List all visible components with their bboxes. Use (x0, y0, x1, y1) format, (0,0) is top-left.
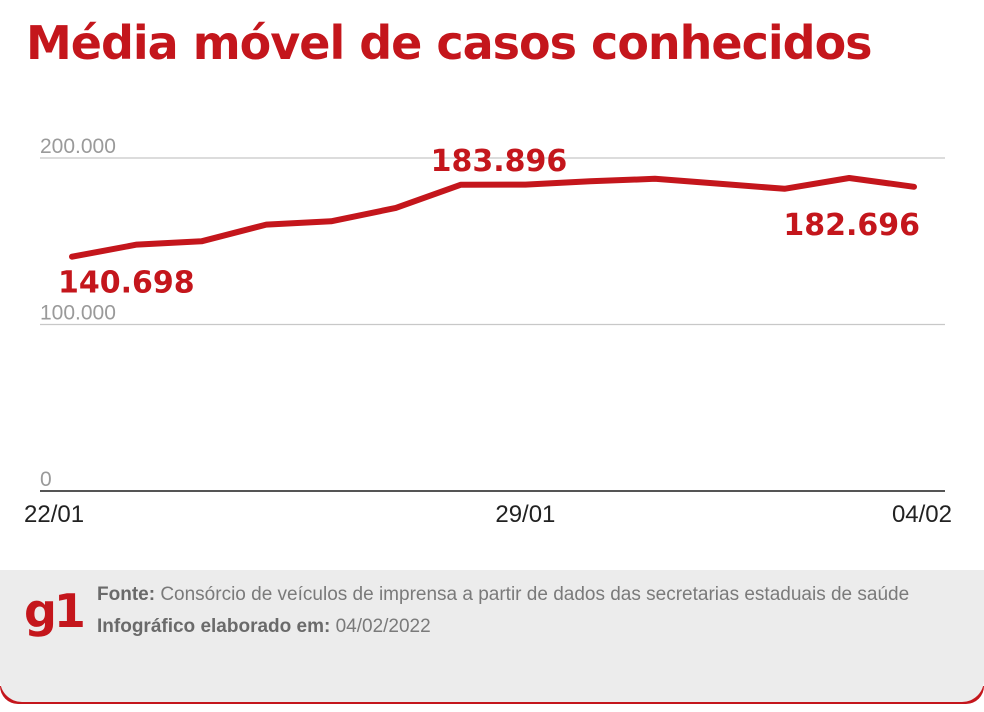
date-label: Infográfico elaborado em: (97, 616, 331, 637)
data-label: 183.896 (431, 144, 568, 179)
date-text: 04/02/2022 (335, 616, 431, 637)
data-label: 182.696 (783, 208, 920, 243)
x-tick-label: 04/02 (892, 501, 952, 528)
data-label: 140.698 (58, 266, 195, 301)
x-tick-label: 22/01 (24, 501, 84, 528)
source-label: Fonte: (97, 584, 156, 605)
footer-panel (0, 570, 984, 702)
line-chart: 200.000 100.000 0 22/01 29/01 04/02 140.698 1… (24, 135, 952, 528)
chart-title: Média móvel de casos conhecidos (26, 16, 873, 70)
source-text: Consórcio de veículos de imprensa a part… (160, 584, 910, 605)
y-tick-label: 0 (40, 468, 52, 491)
footer-credits: Fonte: Consórcio de veículos de imprensa… (97, 584, 917, 638)
series-line (69, 175, 917, 260)
y-tick-label: 100.000 (40, 302, 116, 325)
y-tick-label: 200.000 (40, 135, 116, 158)
footer: g1 Fonte: Consórcio de veículos de impre… (0, 570, 984, 712)
g1-logo: g1 (24, 584, 86, 638)
x-tick-label: 29/01 (495, 501, 555, 528)
